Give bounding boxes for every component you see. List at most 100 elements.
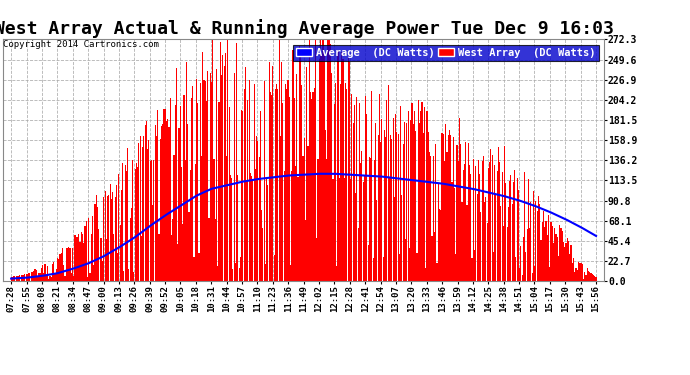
Bar bbox=[555, 234, 557, 281]
Bar bbox=[231, 178, 232, 281]
Bar bbox=[17, 276, 18, 281]
Bar bbox=[431, 236, 433, 281]
Bar bbox=[280, 136, 281, 281]
Bar bbox=[389, 177, 390, 281]
Bar bbox=[348, 62, 350, 281]
Bar bbox=[503, 226, 504, 281]
Bar bbox=[376, 200, 377, 281]
Bar bbox=[464, 164, 465, 281]
Bar bbox=[584, 273, 585, 281]
Bar bbox=[340, 84, 341, 281]
Bar bbox=[186, 62, 187, 281]
Bar bbox=[491, 155, 493, 281]
Bar bbox=[539, 204, 540, 281]
Bar bbox=[505, 183, 506, 281]
Bar bbox=[499, 162, 500, 281]
Bar bbox=[119, 225, 121, 281]
Bar bbox=[188, 212, 190, 281]
Bar bbox=[511, 204, 513, 281]
Bar bbox=[168, 127, 170, 281]
Bar bbox=[569, 254, 571, 281]
Bar bbox=[137, 167, 138, 281]
Bar bbox=[306, 67, 307, 281]
Bar bbox=[210, 74, 211, 281]
Bar bbox=[468, 142, 469, 281]
Bar bbox=[475, 165, 476, 281]
Bar bbox=[316, 238, 317, 281]
Bar bbox=[187, 124, 188, 281]
Bar bbox=[70, 273, 72, 281]
Bar bbox=[261, 210, 262, 281]
Bar bbox=[325, 130, 326, 281]
Bar bbox=[451, 182, 453, 281]
Bar bbox=[260, 111, 261, 281]
Bar bbox=[342, 59, 344, 281]
Bar bbox=[296, 74, 297, 281]
Bar bbox=[39, 273, 41, 281]
Bar bbox=[365, 96, 366, 281]
Bar bbox=[255, 170, 256, 281]
Bar bbox=[67, 248, 68, 281]
Bar bbox=[513, 182, 514, 281]
Bar bbox=[206, 101, 207, 281]
Bar bbox=[382, 258, 384, 281]
Bar bbox=[257, 141, 259, 281]
Bar bbox=[368, 157, 370, 281]
Bar bbox=[111, 199, 112, 281]
Bar bbox=[132, 160, 133, 281]
Bar bbox=[106, 239, 107, 281]
Bar bbox=[146, 121, 147, 281]
Bar bbox=[121, 190, 122, 281]
Bar bbox=[268, 62, 270, 281]
Bar bbox=[537, 211, 538, 281]
Bar bbox=[573, 258, 574, 281]
Bar bbox=[76, 237, 77, 281]
Bar bbox=[32, 272, 33, 281]
Bar bbox=[197, 103, 198, 281]
Bar bbox=[141, 236, 142, 281]
Bar bbox=[489, 162, 490, 281]
Bar bbox=[580, 263, 582, 281]
Bar bbox=[253, 84, 255, 281]
Bar bbox=[549, 267, 550, 281]
Bar bbox=[414, 111, 415, 281]
Bar bbox=[400, 106, 401, 281]
Bar bbox=[19, 275, 21, 281]
Bar bbox=[204, 80, 205, 281]
Bar bbox=[404, 122, 405, 281]
Bar bbox=[308, 39, 310, 281]
Bar bbox=[118, 174, 119, 281]
Bar bbox=[173, 155, 175, 281]
Bar bbox=[265, 264, 266, 281]
Bar bbox=[87, 278, 88, 281]
Bar bbox=[122, 164, 124, 281]
Bar bbox=[295, 165, 296, 281]
Bar bbox=[419, 123, 420, 281]
Bar bbox=[582, 264, 583, 281]
Bar bbox=[357, 228, 359, 281]
Bar bbox=[473, 159, 474, 281]
Bar bbox=[167, 119, 168, 281]
Bar bbox=[405, 239, 406, 281]
Bar bbox=[324, 55, 325, 281]
Bar bbox=[426, 111, 428, 281]
Bar bbox=[300, 53, 301, 281]
Bar bbox=[166, 121, 167, 281]
Bar bbox=[104, 191, 106, 281]
Bar bbox=[256, 136, 257, 281]
Bar bbox=[566, 237, 568, 281]
Bar bbox=[459, 118, 460, 281]
Bar bbox=[455, 254, 456, 281]
Bar bbox=[216, 69, 217, 281]
Bar bbox=[228, 107, 230, 281]
Bar bbox=[57, 258, 58, 281]
Bar bbox=[420, 111, 422, 281]
Bar bbox=[471, 258, 473, 281]
Bar bbox=[245, 67, 246, 281]
Bar bbox=[483, 156, 484, 281]
Bar bbox=[522, 275, 523, 281]
Bar bbox=[445, 124, 446, 281]
Bar bbox=[112, 192, 113, 281]
Bar bbox=[107, 195, 108, 281]
Bar bbox=[578, 262, 579, 281]
